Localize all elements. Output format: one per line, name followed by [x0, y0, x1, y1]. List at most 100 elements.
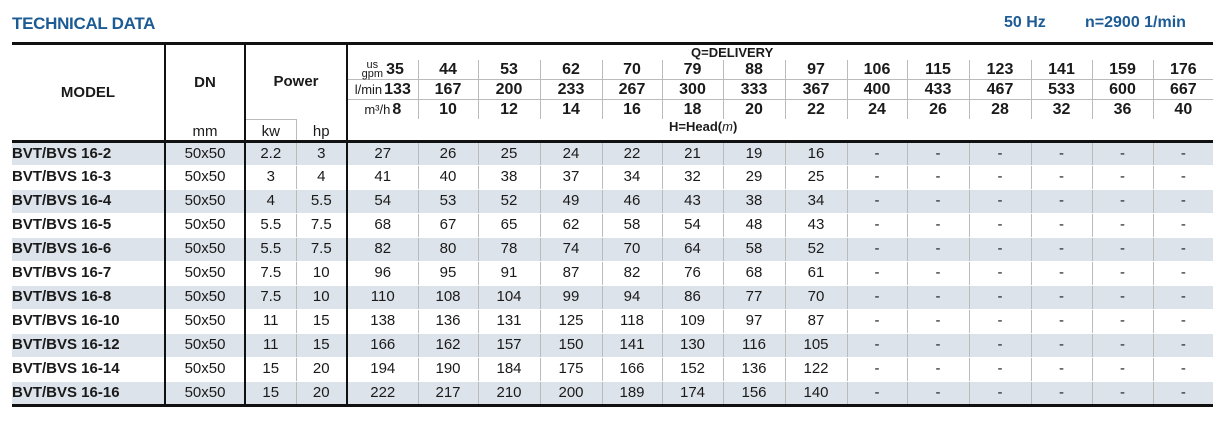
head-cell: 175	[539, 357, 603, 382]
gpm-number: 79	[683, 61, 702, 78]
head-cell: -	[1091, 189, 1154, 214]
m3h-value: 22	[784, 99, 848, 119]
gpm-value: 44	[417, 60, 479, 80]
head-cell: 86	[661, 285, 724, 310]
lmin-value: 333	[722, 79, 786, 100]
kw-cell: 5.5	[245, 213, 297, 238]
head-cell: 34	[784, 189, 848, 214]
m3h-value: 14	[539, 99, 603, 119]
gpm-value: 106	[846, 60, 908, 80]
head-cell: -	[1091, 333, 1154, 358]
head-cell: -	[1091, 261, 1154, 286]
model-cell: BVT/BVS 16-7	[12, 261, 166, 286]
kw-cell: 3	[245, 165, 297, 190]
dn-unit: mm	[165, 119, 246, 141]
m3h-value: 16	[601, 99, 663, 119]
m3h-value: 36	[1091, 99, 1154, 119]
head-cell: 200	[539, 381, 603, 407]
dn-cell: 50x50	[165, 333, 246, 358]
head-cell: 38	[722, 189, 786, 214]
head-label-text: H=Head	[669, 119, 718, 134]
m3h-value: 40	[1152, 99, 1214, 119]
head-cell: -	[1152, 381, 1214, 407]
head-cell: 25	[477, 141, 541, 166]
head-cell: -	[1152, 189, 1214, 214]
lmin-number: 667	[1169, 81, 1197, 98]
lmin-value: 400	[846, 79, 908, 100]
lmin-number: 433	[924, 81, 952, 98]
model-header: MODEL	[12, 43, 166, 141]
lmin-value: 600	[1091, 79, 1154, 100]
gpm-value: 97	[784, 60, 848, 80]
head-cell: 190	[417, 357, 479, 382]
head-cell: 189	[601, 381, 663, 407]
hp-cell: 20	[296, 357, 349, 382]
head-cell: 130	[661, 333, 724, 358]
gpm-value: 79	[661, 60, 724, 80]
head-cell: 152	[661, 357, 724, 382]
kw-cell: 15	[245, 381, 297, 407]
head-cell: 131	[477, 309, 541, 334]
m3h-number: 26	[929, 101, 947, 118]
model-cell: BVT/BVS 16-14	[12, 357, 166, 382]
lmin-unit: l/min	[354, 82, 383, 97]
lmin-number: 333	[740, 81, 768, 98]
gpm-value: 176	[1152, 60, 1214, 80]
head-cell: -	[906, 237, 970, 262]
head-cell: -	[906, 285, 970, 310]
hp-cell: 7.5	[296, 237, 349, 262]
head-cell: 70	[601, 237, 663, 262]
lmin-value: 267	[601, 79, 663, 100]
model-cell: BVT/BVS 16-4	[12, 189, 166, 214]
head-cell: 43	[784, 213, 848, 238]
head-cell: 19	[722, 141, 786, 166]
head-cell: -	[1152, 357, 1214, 382]
gpm-value: 115	[906, 60, 970, 80]
head-cell: 41	[347, 165, 419, 190]
head-cell: -	[906, 189, 970, 214]
head-cell: 68	[347, 213, 419, 238]
head-cell: -	[1030, 141, 1093, 166]
head-cell: 62	[539, 213, 603, 238]
gpm-value: 88	[722, 60, 786, 80]
model-cell: BVT/BVS 16-10	[12, 309, 166, 334]
head-label: H=Head(m)	[669, 119, 738, 134]
head-cell: -	[846, 381, 908, 407]
gpm-number: 53	[500, 61, 518, 78]
head-cell: -	[846, 357, 908, 382]
gpm-number: 35	[386, 61, 404, 78]
kw-cell: 5.5	[245, 237, 297, 262]
head-cell: -	[846, 189, 908, 214]
lmin-number: 167	[434, 81, 462, 98]
gpm-number: 70	[623, 61, 641, 78]
head-cell: -	[1152, 213, 1214, 238]
head-cell: 150	[539, 333, 603, 358]
head-cell: 53	[417, 189, 479, 214]
head-cell: -	[846, 165, 908, 190]
head-cell: -	[1030, 381, 1093, 407]
gpm-value: 62	[539, 60, 603, 80]
m3h-value: 10	[417, 99, 479, 119]
head-cell: 21	[661, 141, 724, 166]
head-cell: -	[906, 381, 970, 407]
model-cell: BVT/BVS 16-5	[12, 213, 166, 238]
table-body: BVT/BVS 16-2 50x50 2.2 3 27 26 25 24 22 21 19 16- - -…	[12, 141, 1214, 407]
table-row: BVT/BVS 16-5 50x50 5.5 7.5 68 67 65 62 58 54 48 43-…	[12, 213, 1214, 238]
head-cell: -	[906, 141, 970, 166]
head-cell: -	[1030, 261, 1093, 286]
head-cell: 80	[417, 237, 479, 262]
model-cell: BVT/BVS 16-2	[12, 141, 166, 166]
head-cell: 217	[417, 381, 479, 407]
lmin-number: 300	[679, 81, 706, 98]
head-cell: -	[906, 213, 970, 238]
lmin-number: 533	[1048, 81, 1075, 98]
head-cell: 64	[661, 237, 724, 262]
lmin-value: 367	[784, 79, 848, 100]
delivery-label: Q=DELIVERY	[691, 45, 774, 60]
head-cell: -	[906, 309, 970, 334]
head-cell: 118	[601, 309, 663, 334]
hp-cell: 4	[296, 165, 349, 190]
head-cell: 166	[347, 333, 419, 358]
gpm-value: 53	[477, 60, 541, 80]
gpm-number: 44	[439, 61, 457, 78]
